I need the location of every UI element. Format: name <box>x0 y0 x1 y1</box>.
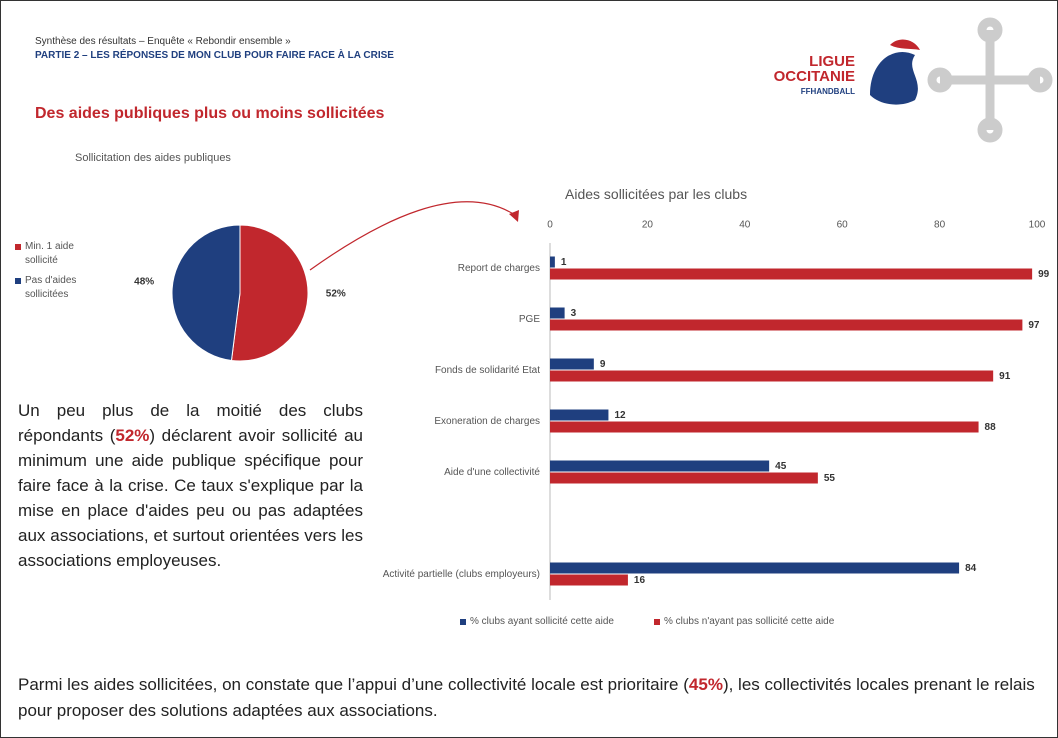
text: ), les collectivités locales prenant le … <box>18 675 1035 720</box>
connector-arrow <box>309 201 516 271</box>
bar-title: Aides sollicitées par les clubs <box>565 186 748 202</box>
x-tick-label: 20 <box>642 220 654 231</box>
pie-legend: Min. 1 aide sollicité Pas d'aides sollic… <box>15 240 105 302</box>
legend-item: % clubs n'ayant pas sollicité cette aide <box>653 615 835 629</box>
value-label: 45 <box>775 461 787 472</box>
logo-text: LIGUE OCCITANIE FFHANDBALL <box>745 54 855 99</box>
bar <box>550 562 960 574</box>
legend-swatch <box>653 619 660 625</box>
bar-legend: % clubs ayant sollicité cette aide % clu… <box>460 615 834 629</box>
x-tick-label: 0 <box>547 220 553 231</box>
text: ) déclarent avoir sollicité au minimum u… <box>18 426 363 570</box>
pie-label: 48% <box>134 277 154 288</box>
value-label: 88 <box>985 422 997 433</box>
legend-label: Pas d'aides sollicitées <box>25 275 77 300</box>
legend-swatch <box>15 244 21 250</box>
legend-label: % clubs n'ayant pas sollicité cette aide <box>663 616 835 627</box>
bar <box>550 358 594 370</box>
logo-line: FFHANDBALL <box>800 87 855 96</box>
rooster-crest <box>890 39 920 50</box>
legend-label: Min. 1 aide sollicité <box>25 241 74 266</box>
value-label: 16 <box>634 575 646 586</box>
bar <box>550 409 609 421</box>
legend-swatch <box>460 619 466 625</box>
x-tick-label: 80 <box>934 220 946 231</box>
bar <box>550 574 628 586</box>
highlight: 52% <box>115 426 150 445</box>
category-label: Activité partielle (clubs employeurs) <box>382 568 540 580</box>
occitan-cross <box>927 17 1053 143</box>
logo-icons <box>870 17 1053 143</box>
legend-swatch <box>15 278 21 284</box>
paragraph: Un peu plus de la moitié des clubs répon… <box>18 398 363 573</box>
text: Parmi les aides sollicitées, on constate… <box>18 675 689 694</box>
pie-label: 52% <box>326 289 346 300</box>
legend-item: Min. 1 aide sollicité <box>15 240 105 268</box>
bar <box>550 268 1033 280</box>
highlight: 45% <box>688 675 723 694</box>
legend-item: Pas d'aides sollicitées <box>15 274 105 302</box>
legend-label: % clubs ayant sollicité cette aide <box>470 616 614 627</box>
text: Un peu plus de la moitié des clubs répon… <box>18 401 363 445</box>
bar <box>550 370 994 382</box>
connector-arrowhead <box>509 210 519 222</box>
value-label: 12 <box>614 410 626 421</box>
value-label: 1 <box>561 257 567 268</box>
pie-title: Sollicitation des aides publiques <box>75 152 231 164</box>
x-tick-label: 100 <box>1029 220 1046 231</box>
rooster-icon <box>870 51 918 105</box>
bar <box>550 256 555 268</box>
part-title: PARTIE 2 – LES RÉPONSES DE MON CLUB POUR… <box>35 50 394 61</box>
section-title: Des aides publiques plus ou moins sollic… <box>35 105 385 122</box>
value-label: 97 <box>1028 320 1040 331</box>
value-label: 3 <box>571 308 577 319</box>
x-tick-label: 60 <box>837 220 849 231</box>
legend-item: % clubs ayant sollicité cette aide <box>460 615 614 629</box>
paragraph: Parmi les aides sollicitées, on constate… <box>18 672 1043 724</box>
bar <box>550 472 818 484</box>
category-label: PGE <box>518 313 540 325</box>
bar <box>550 460 770 472</box>
logo-line: LIGUE <box>809 53 855 70</box>
category-label: Aide d'une collectivité <box>444 466 540 478</box>
x-tick-label: 40 <box>739 220 751 231</box>
value-label: 91 <box>999 371 1011 382</box>
bar <box>550 319 1023 331</box>
category-label: Fonds de solidarité Etat <box>434 364 540 376</box>
pie-slice <box>230 224 309 362</box>
value-label: 84 <box>965 563 977 574</box>
value-label: 55 <box>824 473 836 484</box>
bar <box>550 307 565 319</box>
subtitle: Synthèse des résultats – Enquête « Rebon… <box>35 36 291 47</box>
logo-line: OCCITANIE <box>773 68 855 85</box>
bar <box>550 421 979 433</box>
value-label: 99 <box>1038 269 1050 280</box>
category-label: Report de charges <box>457 262 540 274</box>
pie-slice <box>171 224 241 362</box>
category-label: Exoneration de charges <box>434 415 540 427</box>
value-label: 9 <box>600 359 606 370</box>
